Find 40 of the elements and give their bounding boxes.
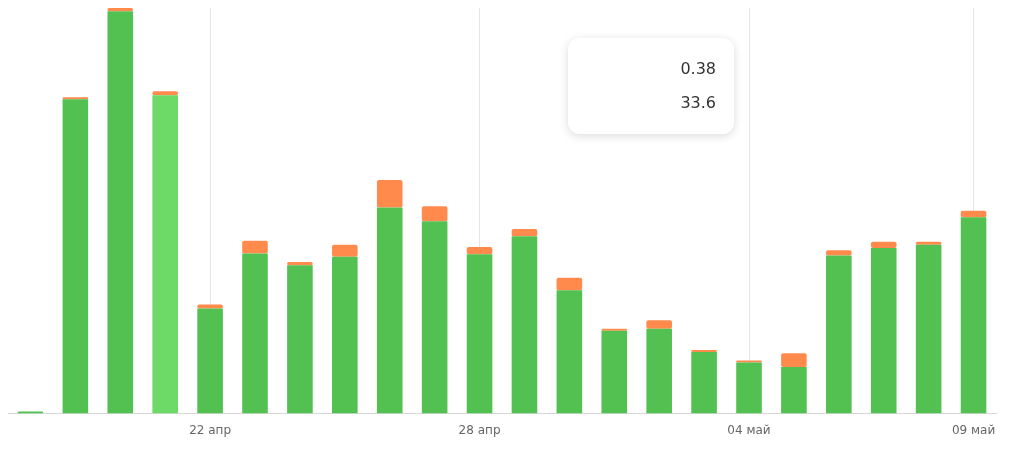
- x-tick-label: 09 май: [951, 422, 996, 437]
- x-tick-label: 04 май: [727, 422, 771, 437]
- x-tick-label: 22 апр: [189, 422, 232, 437]
- annotation: 0.38: [679, 58, 716, 80]
- bar: [826, 255, 852, 414]
- bar: [960, 217, 987, 414]
- annotation: 33.6: [679, 92, 716, 114]
- bar: [421, 221, 448, 414]
- bar: [781, 353, 807, 367]
- bar: [870, 241, 897, 249]
- bar: [511, 236, 538, 414]
- bar: [556, 290, 583, 414]
- tooltip-card: 0.38 33.6: [568, 38, 734, 134]
- bar: [466, 254, 493, 414]
- bar: [332, 244, 358, 257]
- bar: [646, 328, 672, 414]
- bar: [646, 320, 672, 329]
- bar: [511, 229, 538, 237]
- bar: [466, 246, 493, 255]
- bar: [376, 179, 403, 208]
- bar: [62, 99, 89, 414]
- bar: [332, 256, 358, 414]
- bar: [107, 11, 134, 414]
- bar: [691, 351, 717, 414]
- bar: [152, 95, 178, 414]
- bar: [421, 206, 448, 222]
- bar: [736, 362, 762, 414]
- bar: [197, 308, 223, 414]
- bar: [915, 244, 942, 414]
- bar: [826, 250, 852, 256]
- bar: [242, 253, 268, 414]
- bar: [242, 240, 268, 254]
- bar: [870, 248, 897, 414]
- bar: [781, 366, 807, 414]
- bar: [376, 207, 403, 414]
- bar: [601, 330, 628, 414]
- bar: [960, 210, 987, 218]
- x-tick-label: 28 апр: [458, 422, 501, 437]
- bar: [556, 277, 583, 291]
- bar: [287, 265, 313, 414]
